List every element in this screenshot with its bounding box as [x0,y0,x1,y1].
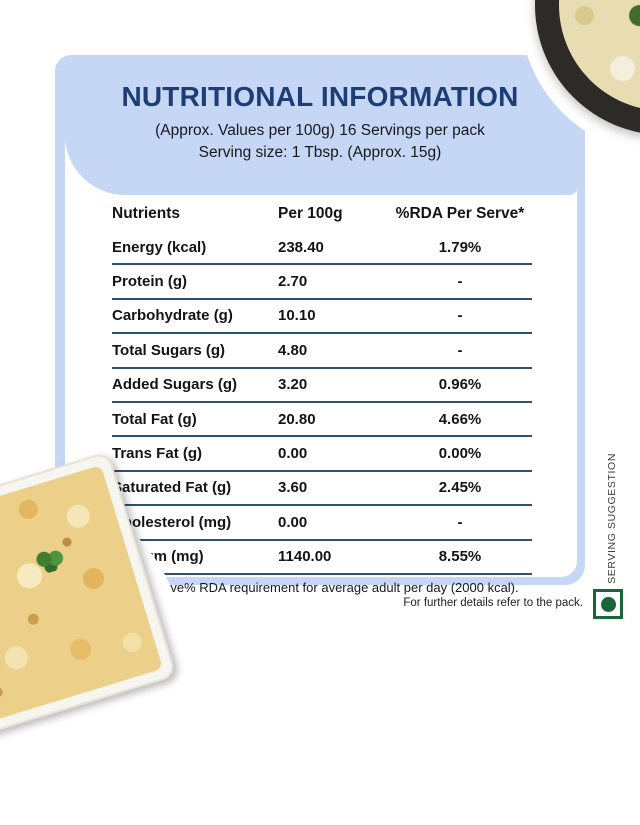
rda-per-serve-value: 1.79% [438,238,482,256]
per-100g-value: 1140.00 [278,548,332,566]
nutrition-table: Nutrients Per 100g %RDA Per Serve* Energ… [65,197,577,575]
rda-per-serve-value: 0.96% [438,376,482,394]
table-row: Total Sugars (g) 4.80 - [112,334,532,369]
nutrient-name: Saturated Fat (g) [112,479,232,497]
table-row: Cholesterol (mg) 0.00 - [112,506,532,541]
rda-per-serve-value: - [457,273,463,291]
table-row: Saturated Fat (g) 3.60 2.45% [112,472,532,507]
rda-per-serve-value: 4.66% [438,410,482,428]
nutrient-name: Carbohydrate (g) [112,307,233,325]
per-100g-value: 0.00 [278,445,308,463]
table-row: Protein (g) 2.70 - [112,265,532,300]
parsley-garnish [32,543,68,576]
nutrient-name: Protein (g) [112,273,187,291]
per-100g-value: 2.70 [278,273,308,291]
nutrient-name: Trans Fat (g) [112,445,203,463]
nutrient-name: Added Sugars (g) [112,376,238,394]
per-100g-value: 0.00 [278,513,308,531]
per-100g-value: 3.60 [278,479,308,497]
table-row: Sodium (mg) 1140.00 8.55% [112,541,532,575]
card-header: NUTRITIONAL INFORMATION (Approx. Values … [55,55,585,164]
nutrient-name: Energy (kcal) [112,238,207,256]
rda-per-serve-value: - [457,513,463,531]
table-row: Carbohydrate (g) 10.10 - [112,300,532,335]
table-row: Total Fat (g) 20.80 4.66% [112,403,532,438]
veg-mark-dot [600,596,616,612]
nutrition-table-body: Energy (kcal) 238.40 1.79% Protein (g) 2.70 -… [112,231,532,575]
table-row: Energy (kcal) 238.40 1.79% [112,231,532,266]
rda-footnote: *Per serve% RDA requirement for average … [123,579,519,595]
per-100g-value: 238.40 [278,238,324,256]
col-header-nutrients: Nutrients [112,205,181,222]
nutrition-card: Nutrients Per 100g %RDA Per Serve* Energ… [55,55,585,595]
per-100g-value: 10.10 [278,307,316,325]
col-header-per-100g: Per 100g [278,205,343,222]
page-title: NUTRITIONAL INFORMATION [121,81,519,112]
table-header-row: Nutrients Per 100g %RDA Per Serve* [112,197,532,231]
header-curve-decoration [65,135,577,195]
table-row: Added Sugars (g) 3.20 0.96% [112,369,532,403]
pasta-broccoli-food [559,0,640,111]
veg-mark-icon [593,589,623,619]
rda-per-serve-value: - [457,307,463,325]
per-100g-value: 4.80 [278,341,308,359]
nutrient-name: Total Sugars (g) [112,341,226,359]
nutrient-name: Cholesterol (mg) [112,513,232,531]
rda-per-serve-value: 0.00% [438,445,482,463]
pack-details-note: For further details refer to the pack. [403,597,583,609]
col-header-rda-per-serve: %RDA Per Serve* [395,205,525,222]
table-row: Trans Fat (g) 0.00 0.00% [112,437,532,472]
serving-suggestion-label: SERVING SUGGESTION [606,453,618,584]
per-100g-value: 3.20 [278,376,308,394]
rda-per-serve-value: 8.55% [438,548,482,566]
nutrient-name: Total Fat (g) [112,410,197,428]
rda-per-serve-value: - [457,341,463,359]
per-100g-value: 20.80 [278,410,316,428]
rda-per-serve-value: 2.45% [438,479,482,497]
servings-subtitle: (Approx. Values per 100g) 16 Servings pe… [155,122,485,139]
nutrition-table-panel: Nutrients Per 100g %RDA Per Serve* Energ… [65,135,577,595]
serving-size-subtitle: Serving size: 1 Tbsp. (Approx. 15g) [198,144,442,161]
